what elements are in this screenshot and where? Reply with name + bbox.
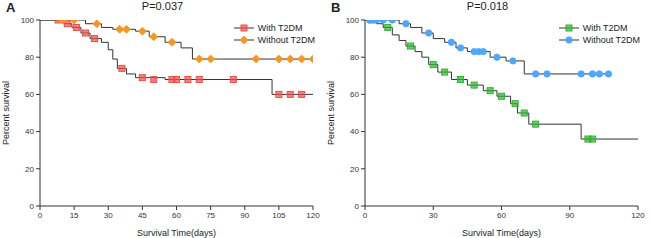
svg-text:60: 60 xyxy=(25,90,34,99)
svg-text:40: 40 xyxy=(25,127,34,136)
svg-text:100: 100 xyxy=(346,16,360,25)
svg-text:Percent survival: Percent survival xyxy=(8,81,11,145)
html-text:P=0.018: P=0.018 xyxy=(466,0,509,12)
html-text:With T2DM: With T2DM xyxy=(582,23,628,33)
svg-text:100: 100 xyxy=(21,16,35,25)
svg-text:90: 90 xyxy=(565,211,574,220)
svg-text:Survival Time(days): Survival Time(days) xyxy=(137,228,216,238)
svg-text:120: 120 xyxy=(306,211,320,220)
svg-text:80: 80 xyxy=(25,53,34,62)
svg-text:Survival Time(days): Survival Time(days) xyxy=(462,228,541,238)
svg-text:80: 80 xyxy=(350,53,359,62)
svg-text:0: 0 xyxy=(38,211,43,220)
html-text:Without T2DM: Without T2DM xyxy=(582,35,640,45)
svg-text:0: 0 xyxy=(363,211,368,220)
svg-text:60: 60 xyxy=(350,90,359,99)
svg-text:20: 20 xyxy=(350,165,359,174)
html-text:A: A xyxy=(6,0,16,15)
svg-text:90: 90 xyxy=(240,211,249,220)
svg-text:30: 30 xyxy=(104,211,113,220)
svg-text:60: 60 xyxy=(172,211,181,220)
svg-text:20: 20 xyxy=(25,165,34,174)
svg-text:0: 0 xyxy=(30,202,35,211)
svg-text:30: 30 xyxy=(429,211,438,220)
svg-text:15: 15 xyxy=(70,211,79,220)
svg-text:45: 45 xyxy=(138,211,147,220)
html-text:Without T2DM: Without T2DM xyxy=(257,35,315,45)
svg-text:75: 75 xyxy=(206,211,215,220)
svg-text:Percent survival: Percent survival xyxy=(326,81,336,145)
html-text:P=0.037: P=0.037 xyxy=(141,0,184,12)
html-text:B: B xyxy=(331,0,341,15)
svg-text:105: 105 xyxy=(272,211,286,220)
svg-text:0: 0 xyxy=(355,202,360,211)
svg-text:60: 60 xyxy=(497,211,506,220)
svg-text:120: 120 xyxy=(631,211,642,220)
html-text:With T2DM: With T2DM xyxy=(257,23,303,33)
svg-text:40: 40 xyxy=(350,127,359,136)
